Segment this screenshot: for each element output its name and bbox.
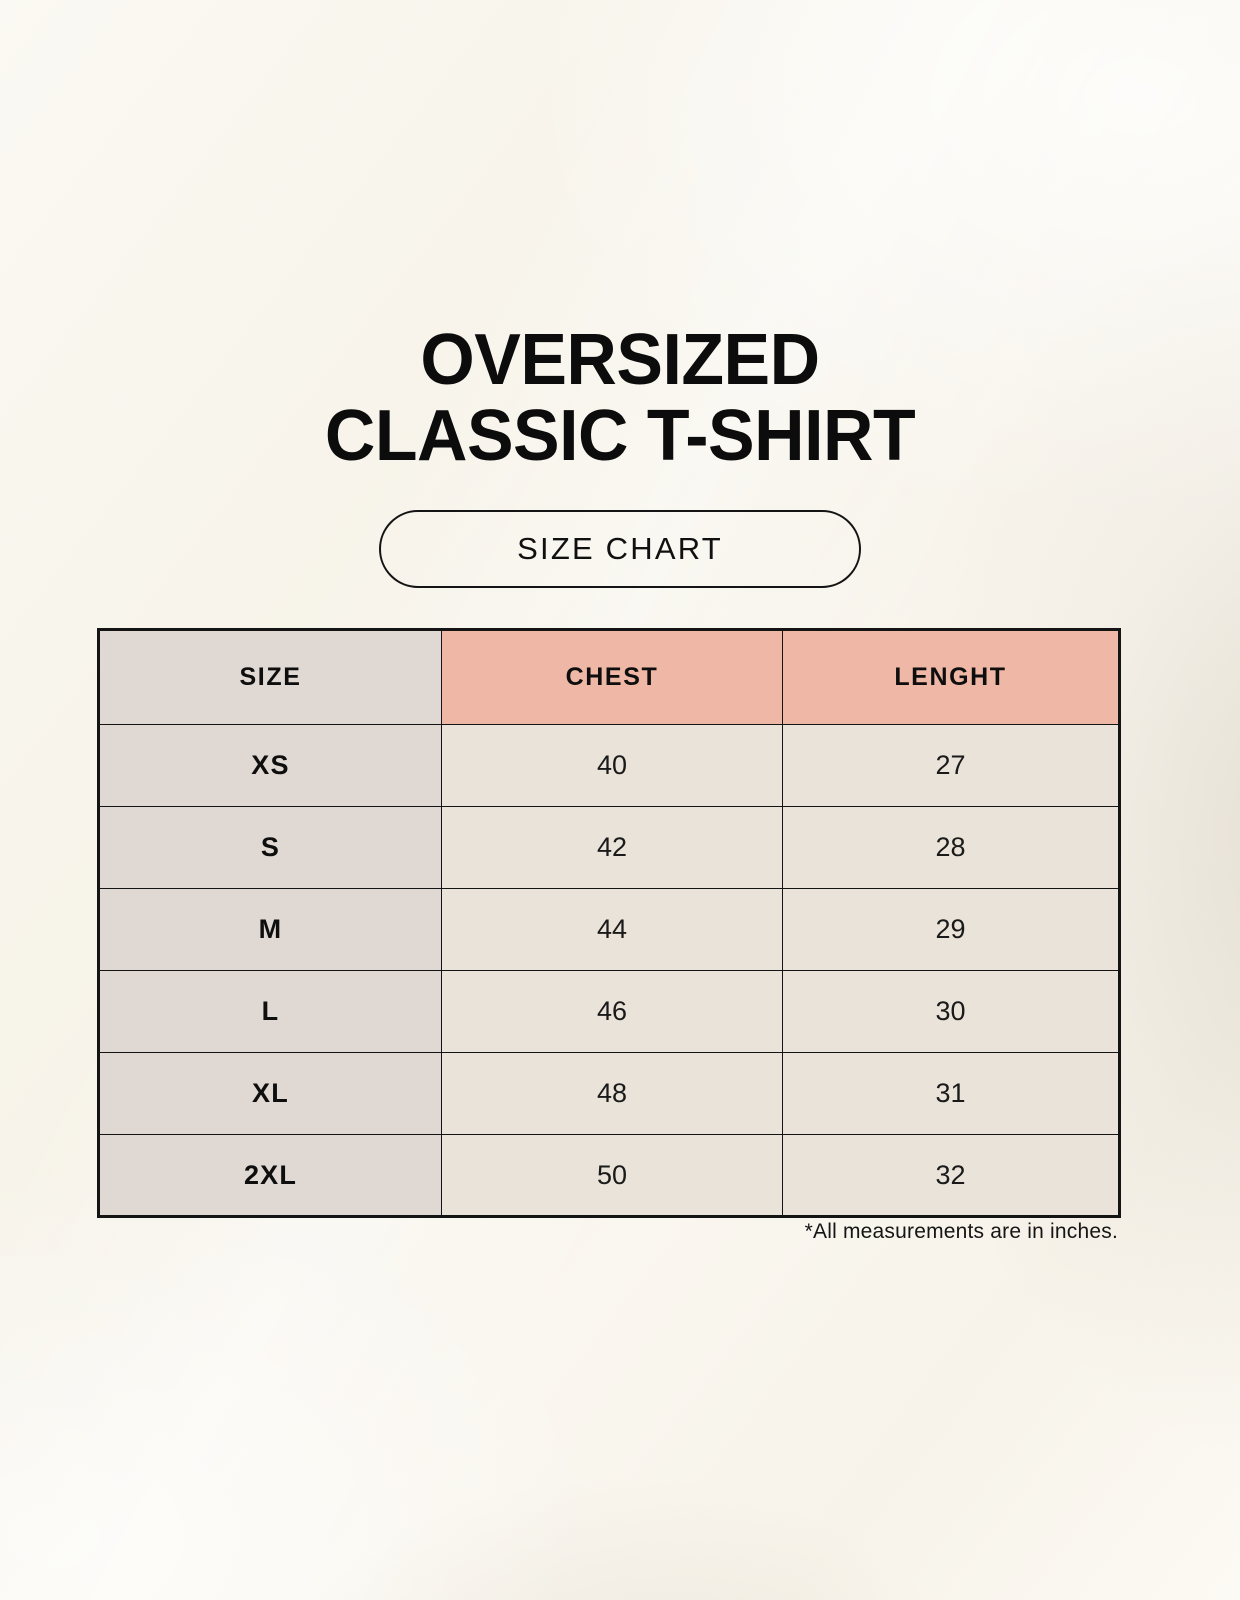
table-row: XS 40 27: [98, 724, 1120, 807]
cell-chest: 42: [441, 806, 783, 889]
column-header-chest: CHEST: [441, 629, 783, 725]
cell-size: XL: [98, 1052, 442, 1135]
cell-chest: 44: [441, 888, 783, 971]
cell-chest: 40: [441, 724, 783, 807]
size-chart-table: SIZE CHEST LENGHT XS 40 27 S 42 28 M: [97, 628, 1121, 1218]
cell-chest: 50: [441, 1134, 783, 1217]
table-row: 2XL 50 32: [98, 1134, 1120, 1217]
table-row: M 44 29: [98, 888, 1120, 971]
table-row: L 46 30: [98, 970, 1120, 1053]
cell-chest: 46: [441, 970, 783, 1053]
column-header-size: SIZE: [98, 629, 442, 725]
cell-size: M: [98, 888, 442, 971]
cell-length: 28: [782, 806, 1120, 889]
table-row: XL 48 31: [98, 1052, 1120, 1135]
table-body: XS 40 27 S 42 28 M 44 29 L 46 30: [98, 724, 1120, 1217]
measurements-footnote: *All measurements are in inches.: [804, 1220, 1118, 1243]
column-header-length: LENGHT: [782, 629, 1120, 725]
cell-chest: 48: [441, 1052, 783, 1135]
size-chart-table-wrapper: SIZE CHEST LENGHT XS 40 27 S 42 28 M: [97, 628, 1121, 1218]
cell-size: XS: [98, 724, 442, 807]
table-header: SIZE CHEST LENGHT: [98, 629, 1120, 725]
cell-length: 30: [782, 970, 1120, 1053]
table-row: S 42 28: [98, 806, 1120, 889]
title-line-two: CLASSIC T-SHIRT: [324, 396, 916, 477]
table-header-row: SIZE CHEST LENGHT: [98, 629, 1120, 725]
cell-size: S: [98, 806, 442, 889]
size-chart-pill-badge: SIZE CHART: [379, 510, 861, 588]
cell-length: 29: [782, 888, 1120, 971]
cell-length: 31: [782, 1052, 1120, 1135]
page-title: OVERSIZED CLASSIC T-SHIRT: [0, 320, 1240, 477]
cell-size: 2XL: [98, 1134, 442, 1217]
cell-length: 32: [782, 1134, 1120, 1217]
cell-size: L: [98, 970, 442, 1053]
title-line-one: OVERSIZED: [420, 320, 820, 400]
size-chart-pill-label: SIZE CHART: [517, 531, 723, 566]
cell-length: 27: [782, 724, 1120, 807]
